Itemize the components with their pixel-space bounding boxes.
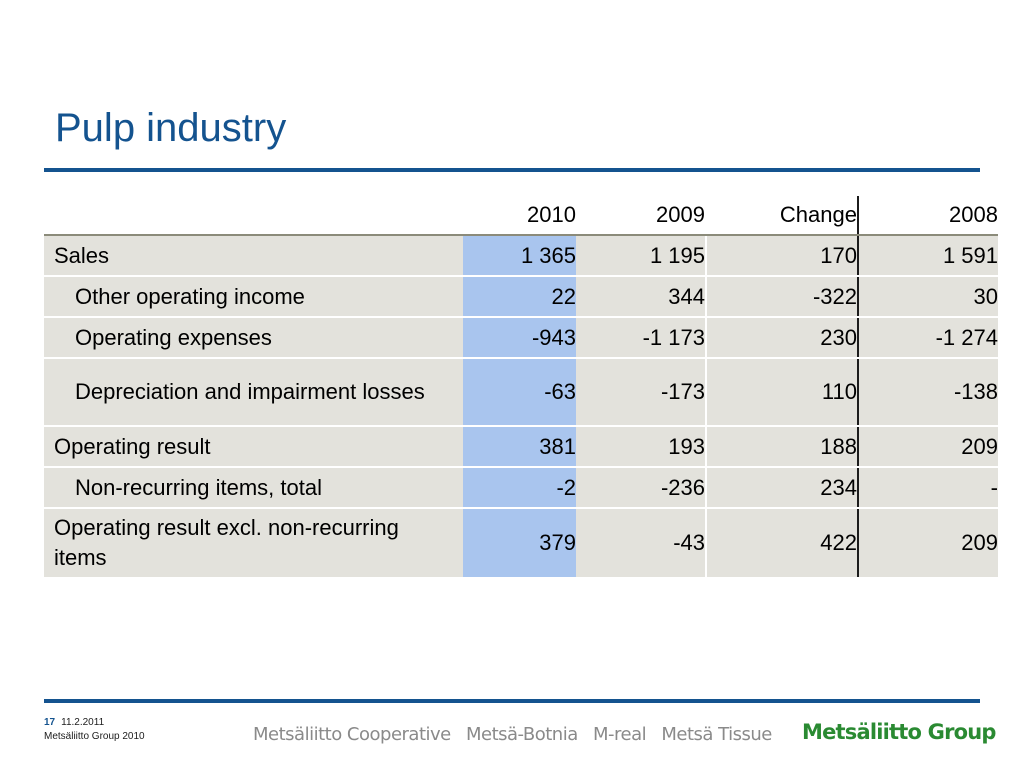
division-cooperative: Metsäliitto Cooperative [253, 724, 451, 745]
cell-2008: 209 [858, 508, 998, 579]
division-botnia: Metsä-Botnia [465, 724, 578, 745]
cell-change: 234 [706, 467, 859, 509]
header-2008: 2008 [858, 196, 998, 236]
table-header-row: 2010 2009 Change 2008 [44, 196, 998, 236]
cell-change: 110 [706, 358, 859, 427]
row-label: Depreciation and impairment losses [44, 358, 463, 427]
cell-2009: 1 195 [576, 235, 707, 277]
cell-2008: -1 274 [858, 317, 998, 359]
table-row: Operating expenses -943 -1 173 230 -1 27… [44, 317, 998, 359]
cell-change: 170 [706, 235, 859, 277]
row-label: Other operating income [44, 276, 463, 318]
footer-date: 11.2.2011 [61, 717, 105, 728]
cell-2008: 30 [858, 276, 998, 318]
page-number: 17 [44, 717, 56, 728]
cell-change: 422 [706, 508, 859, 579]
cell-2009: 193 [576, 426, 707, 468]
cell-2010: -943 [463, 317, 576, 359]
footer-divider [44, 699, 980, 703]
division-tissue: Metsä Tissue [661, 724, 772, 745]
cell-2008: - [858, 467, 998, 509]
table-row: Non-recurring items, total -2 -236 234 - [44, 467, 998, 509]
footer-meta: 17 11.2.2011 Metsäliitto Group 2010 [44, 716, 145, 744]
financial-table: 2010 2009 Change 2008 Sales 1 365 1 195 … [44, 196, 998, 579]
brand-logo: Metsäliitto Group [802, 720, 996, 744]
cell-2008: 1 591 [858, 235, 998, 277]
cell-2008: -138 [858, 358, 998, 427]
header-label [44, 196, 463, 236]
footer-org: Metsäliitto Group 2010 [44, 731, 145, 742]
cell-2009: -173 [576, 358, 707, 427]
cell-2009: 344 [576, 276, 707, 318]
table-row: Other operating income 22 344 -322 30 [44, 276, 998, 318]
header-change: Change [706, 196, 859, 236]
cell-2010: -63 [463, 358, 576, 427]
table-row: Operating result 381 193 188 209 [44, 426, 998, 468]
header-2009: 2009 [576, 196, 707, 236]
cell-2010: -2 [463, 467, 576, 509]
cell-change: -322 [706, 276, 859, 318]
row-label: Non-recurring items, total [44, 467, 463, 509]
division-logos: Metsäliitto Cooperative Metsä-Botnia M-r… [253, 724, 782, 745]
table-row: Depreciation and impairment losses -63 -… [44, 358, 998, 427]
division-mreal: M-real [593, 724, 647, 745]
cell-change: 230 [706, 317, 859, 359]
title-divider [44, 168, 980, 172]
table-row: Sales 1 365 1 195 170 1 591 [44, 235, 998, 277]
cell-change: 188 [706, 426, 859, 468]
cell-2009: -236 [576, 467, 707, 509]
header-2010: 2010 [463, 196, 576, 236]
cell-2010: 379 [463, 508, 576, 579]
row-label: Operating expenses [44, 317, 463, 359]
cell-2009: -43 [576, 508, 707, 579]
cell-2008: 209 [858, 426, 998, 468]
cell-2010: 1 365 [463, 235, 576, 277]
row-label: Sales [44, 235, 463, 277]
cell-2010: 22 [463, 276, 576, 318]
row-label: Operating result [44, 426, 463, 468]
page-title: Pulp industry [55, 106, 287, 150]
row-label: Operating result excl. non-recurring ite… [44, 508, 463, 579]
cell-2010: 381 [463, 426, 576, 468]
cell-2009: -1 173 [576, 317, 707, 359]
table-row: Operating result excl. non-recurring ite… [44, 508, 998, 579]
